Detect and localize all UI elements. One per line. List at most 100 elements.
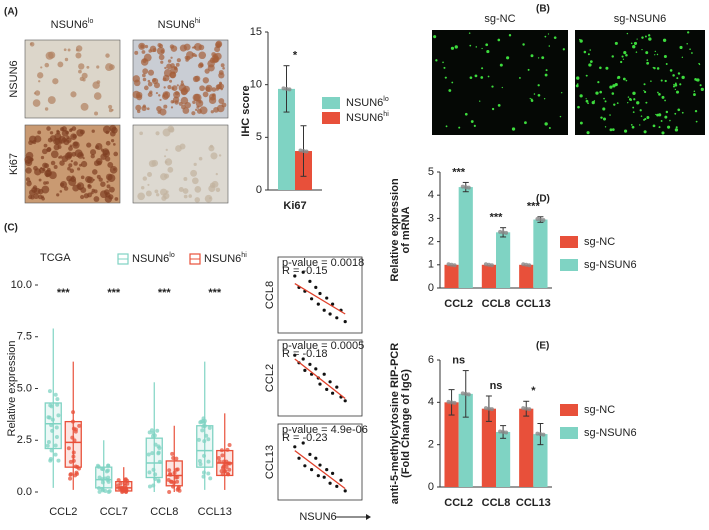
stain-blob [169, 44, 175, 49]
jitter-dot [104, 469, 109, 474]
point [316, 474, 320, 478]
stain-blob [67, 48, 71, 52]
replicate-dot [498, 229, 503, 234]
stain-blob [108, 104, 113, 109]
stain-blob [60, 127, 65, 132]
stain-blob [92, 178, 95, 181]
fluorescent-cell [674, 82, 677, 85]
stain-blob [210, 110, 214, 114]
fluorescent-cell [664, 79, 667, 83]
bar [458, 187, 473, 288]
fluorescent-cell [487, 75, 490, 78]
replicate-dot [460, 184, 465, 189]
stain-blob [140, 44, 145, 49]
jitter-dot [100, 466, 105, 471]
stain-blob [132, 90, 141, 99]
jitter-dot [68, 476, 73, 481]
replicate-dot [281, 86, 286, 91]
fluorescent-cell [633, 98, 636, 101]
point [331, 302, 335, 306]
stain-blob [183, 194, 188, 199]
fluorescent-cell [445, 125, 448, 128]
significance: *** [158, 287, 172, 299]
fluorescent-cell [639, 109, 642, 112]
fluorescent-cell [686, 42, 688, 45]
fluorescent-cell [480, 76, 484, 79]
stain-blob [134, 50, 139, 55]
fluorescent-cell [508, 34, 512, 37]
stain-blob [80, 102, 89, 111]
point [301, 441, 305, 445]
fluorescent-cell [544, 122, 548, 126]
jitter-dot [73, 473, 78, 478]
stain-blob [70, 133, 77, 141]
fluorescent-cell [481, 67, 484, 70]
y-tick-label: 4 [428, 396, 434, 408]
fluorescent-cell [632, 45, 636, 49]
fluorescent-cell [622, 77, 626, 81]
point [308, 362, 312, 366]
panel-label: (D) [536, 194, 550, 205]
fluorescent-cell [636, 101, 640, 105]
stain-blob [106, 180, 109, 183]
stain-blob [25, 177, 31, 182]
stain-blob [86, 65, 90, 69]
fluorescent-cell [548, 127, 551, 130]
fluorescent-cell [530, 54, 534, 58]
fluorescent-cell [609, 128, 613, 132]
x-tick-label: CCL13 [516, 298, 551, 310]
fluorescent-cell [603, 97, 605, 100]
stain-blob [100, 148, 105, 152]
jitter-dot [53, 452, 58, 457]
point [343, 320, 347, 324]
jitter-dot [198, 462, 203, 467]
point [310, 468, 314, 472]
stain-blob [70, 91, 77, 98]
fluorescent-cell [469, 76, 473, 79]
stain-blob [190, 169, 198, 177]
y-axis-label: of mRNA [400, 206, 412, 253]
jitter-dot [216, 455, 221, 460]
stain-blob [166, 63, 172, 70]
stain-blob [194, 42, 202, 51]
stain-blob [176, 84, 179, 87]
point [318, 382, 322, 386]
point [308, 279, 312, 283]
stain-blob [167, 166, 174, 173]
fluorescent-cell [583, 50, 587, 54]
stain-blob [164, 155, 167, 158]
stain-blob [193, 45, 197, 49]
stain-blob [82, 157, 85, 160]
stain-blob [86, 142, 92, 148]
point [335, 316, 339, 320]
significance: *** [57, 287, 71, 299]
replicate-dot [460, 391, 465, 396]
jitter-dot [55, 397, 60, 402]
stain-blob [151, 159, 159, 167]
y-tick-label: 2 [428, 439, 434, 451]
fluorescent-cell [632, 91, 636, 95]
stain-blob [198, 62, 204, 67]
point [335, 385, 339, 389]
stain-blob [65, 130, 70, 135]
fluorescent-cell [501, 86, 503, 89]
stain-blob [44, 107, 49, 111]
stain-blob [68, 178, 77, 187]
box [95, 466, 113, 489]
legend-swatch [560, 404, 578, 416]
replicate-dot [524, 262, 529, 267]
fluorescent-cell [681, 111, 684, 114]
point [325, 296, 329, 300]
jitter-dot [56, 413, 61, 418]
stain-blob [114, 197, 119, 201]
stain-blob [167, 85, 172, 90]
fluorescent-cell [491, 107, 495, 111]
bar [458, 393, 473, 487]
fluorescent-cell [609, 114, 611, 116]
stain-blob [204, 194, 213, 203]
point [293, 445, 297, 449]
stain-blob [204, 68, 210, 74]
fluorescent-cell [541, 56, 545, 60]
replicate-dot [466, 392, 471, 397]
fluorescent-cell [641, 36, 644, 39]
